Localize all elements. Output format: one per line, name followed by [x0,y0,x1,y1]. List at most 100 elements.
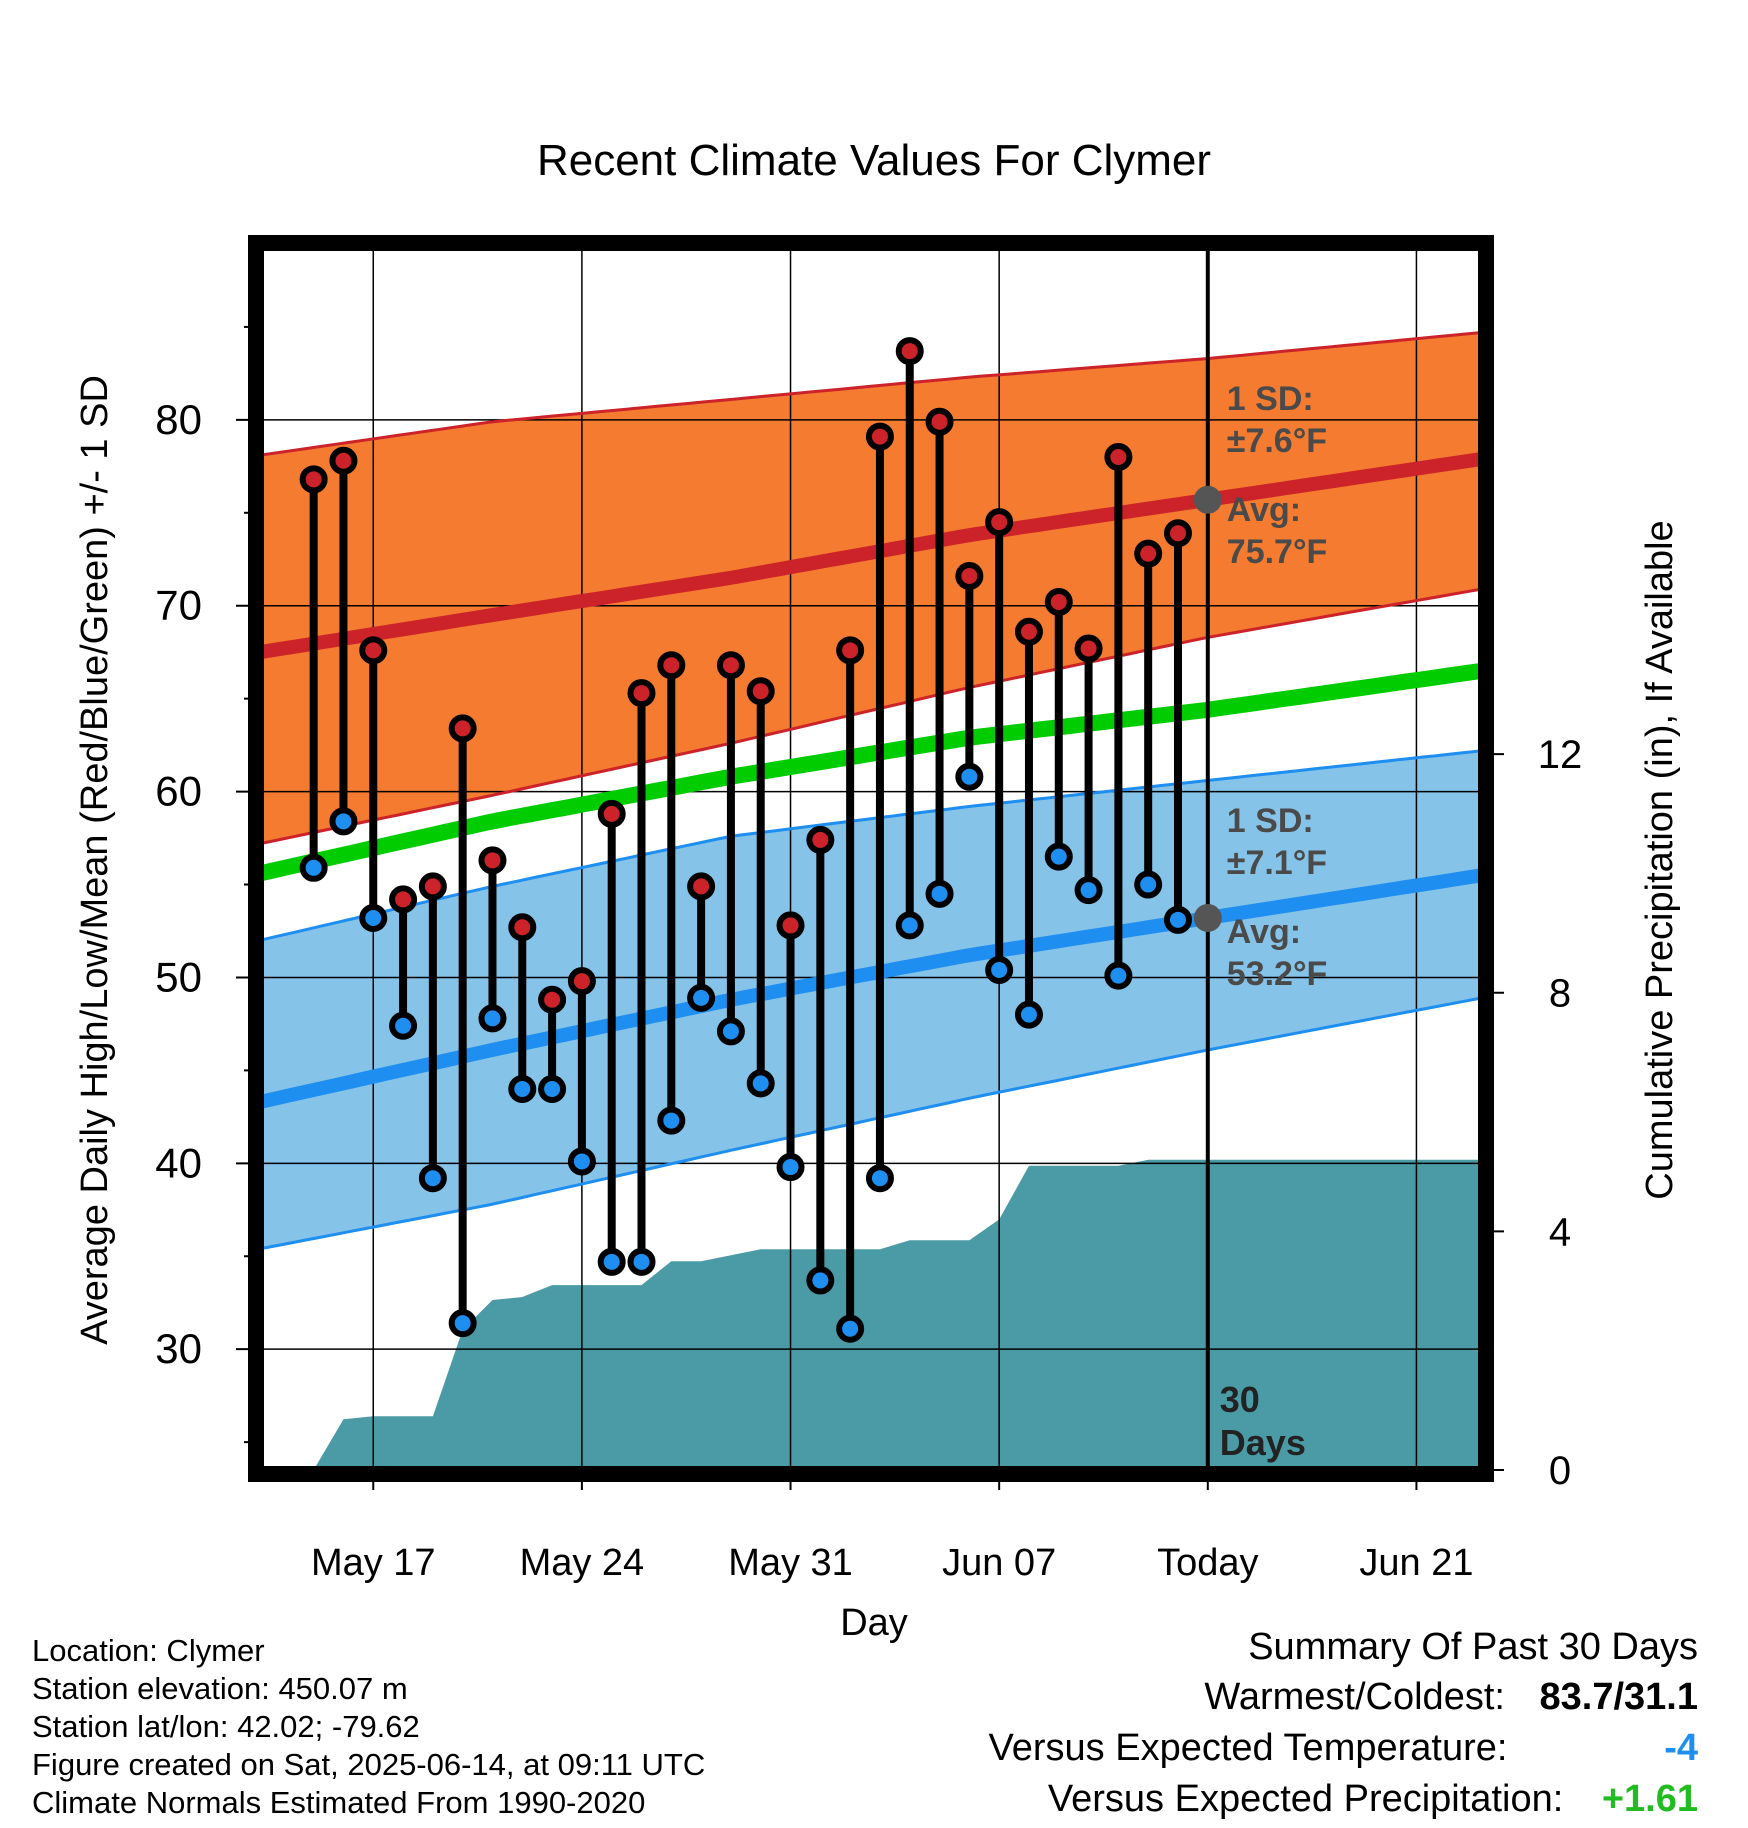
x-tick-label: Jun 07 [942,1542,1056,1584]
observed-low-point [1044,842,1073,871]
observed-high-point [895,337,924,366]
normal-high-band [260,332,1482,844]
summary-title: Summary Of Past 30 Days [1248,1626,1698,1668]
observed-high-point [836,636,865,665]
summary-warm-cold: Warmest/Coldest: 83.7/31.1 [989,1672,1698,1723]
observed-high-point [1074,634,1103,663]
x-tick-label: May 24 [520,1542,645,1584]
y-axis-right-label: Cumulative Precipitation (in), If Availa… [1639,520,1681,1199]
observed-low-point [478,1004,507,1033]
observed-high-point [567,967,596,996]
observed-low-point [1163,905,1192,934]
observed-low-point [865,1164,894,1193]
observed-high-point [359,636,388,665]
observed-high-point [389,885,418,914]
y-right-tick-label: 12 [1538,733,1583,777]
observed-low-point [627,1247,656,1276]
observed-high-point [985,508,1014,537]
latlon-text: Station lat/lon: 42.02; -79.62 [32,1709,420,1744]
observed-low-point [1074,876,1103,905]
warm-cold-value: 83.7/31.1 [1539,1676,1698,1718]
y-left-tick-label: 30 [155,1325,202,1372]
low-sd-label: 1 SD: [1227,802,1314,840]
temp-value: -4 [1664,1727,1698,1769]
days-word-label: Days [1220,1422,1306,1463]
summary-precip: Versus Expected Precipitation: +1.61 [989,1774,1698,1825]
observed-low-point [716,1017,745,1046]
x-tick-label: Jun 21 [1359,1542,1473,1584]
observed-high-point [746,677,775,706]
observed-low-point [567,1147,596,1176]
high-sd-label: 1 SD: [1227,380,1314,418]
precip-label: Versus Expected Precipitation: [1047,1778,1564,1820]
observed-low-point [1104,961,1133,990]
observed-high-point [776,911,805,940]
x-tick-label: Today [1157,1542,1258,1584]
observed-high-point [806,825,835,854]
observed-high-point [955,561,984,590]
summary-temp: Versus Expected Temperature: -4 [989,1723,1698,1774]
chart-title: Recent Climate Values For Clymer [537,136,1211,185]
y-axis-left-label: Average Daily High/Low/Mean (Red/Blue/Gr… [74,375,116,1345]
y-left-tick-label: 80 [155,396,202,443]
y-left-tick-label: 70 [155,582,202,629]
y-right-tick-label: 8 [1549,972,1571,1016]
observed-low-point [955,762,984,791]
high-avg-value: 75.7°F [1227,533,1328,571]
observed-high-point [687,872,716,901]
precip-value: +1.61 [1601,1778,1698,1820]
observed-high-point [329,446,358,475]
observed-low-point [657,1106,686,1135]
observed-low-point [836,1314,865,1343]
created-text: Figure created on Sat, 2025-06-14, at 09… [32,1747,706,1782]
observed-low-point [895,911,924,940]
observed-low-point [1134,870,1163,899]
low-avg-marker [1193,903,1222,932]
observed-high-point [299,465,328,494]
observed-low-point [1014,1000,1043,1029]
precip-area [283,1159,1482,1470]
y-right-tick-label: 4 [1549,1210,1571,1254]
observed-low-point [389,1011,418,1040]
normal-high-line [258,451,1484,660]
observed-high-point [508,913,537,942]
observed-low-point [359,903,388,932]
elevation-text: Station elevation: 450.07 m [32,1671,408,1706]
observed-low-point [448,1309,477,1338]
observed-high-point [1134,539,1163,568]
y-left-tick-label: 50 [155,953,202,1000]
observed-low-point [538,1074,567,1103]
observed-high-point [597,799,626,828]
station-info: Location: Clymer Station elevation: 450.… [32,1632,705,1822]
observed-low-point [776,1153,805,1182]
low-sd-value: ±7.1°F [1227,844,1327,882]
observed-low-point [746,1069,775,1098]
observed-high-point [538,985,567,1014]
observed-low-point [418,1164,447,1193]
temp-label: Versus Expected Temperature: [988,1727,1508,1769]
observed-high-point [448,714,477,743]
observed-low-point [597,1247,626,1276]
observed-high-point [627,679,656,708]
plot-area: 1 SD: ±7.6°F Avg: 75.7°F 1 SD: ±7.1°F Avg: 53.2… [155,235,1583,1584]
observed-high-point [925,407,954,436]
low-avg-label: Avg: [1227,913,1301,951]
normals-text: Climate Normals Estimated From 1990-2020 [32,1785,646,1820]
y-left-tick-label: 60 [155,768,202,815]
observed-high-point [1014,617,1043,646]
high-avg-marker [1193,485,1222,514]
low-avg-value: 53.2°F [1227,955,1328,993]
observed-low-point [508,1074,537,1103]
plot-frame [248,235,1494,1482]
high-avg-label: Avg: [1227,491,1301,529]
observed-low-point [985,956,1014,985]
observed-high-point [1163,519,1192,548]
x-axis-label: Day [840,1602,908,1644]
observed-low-point [329,807,358,836]
summary-panel: Summary Of Past 30 Days Warmest/Coldest:… [989,1622,1698,1825]
high-sd-value: ±7.6°F [1227,422,1327,460]
observed-high-point [716,651,745,680]
y-right-tick-label: 0 [1549,1449,1571,1493]
days-count-label: 30 [1220,1379,1260,1420]
